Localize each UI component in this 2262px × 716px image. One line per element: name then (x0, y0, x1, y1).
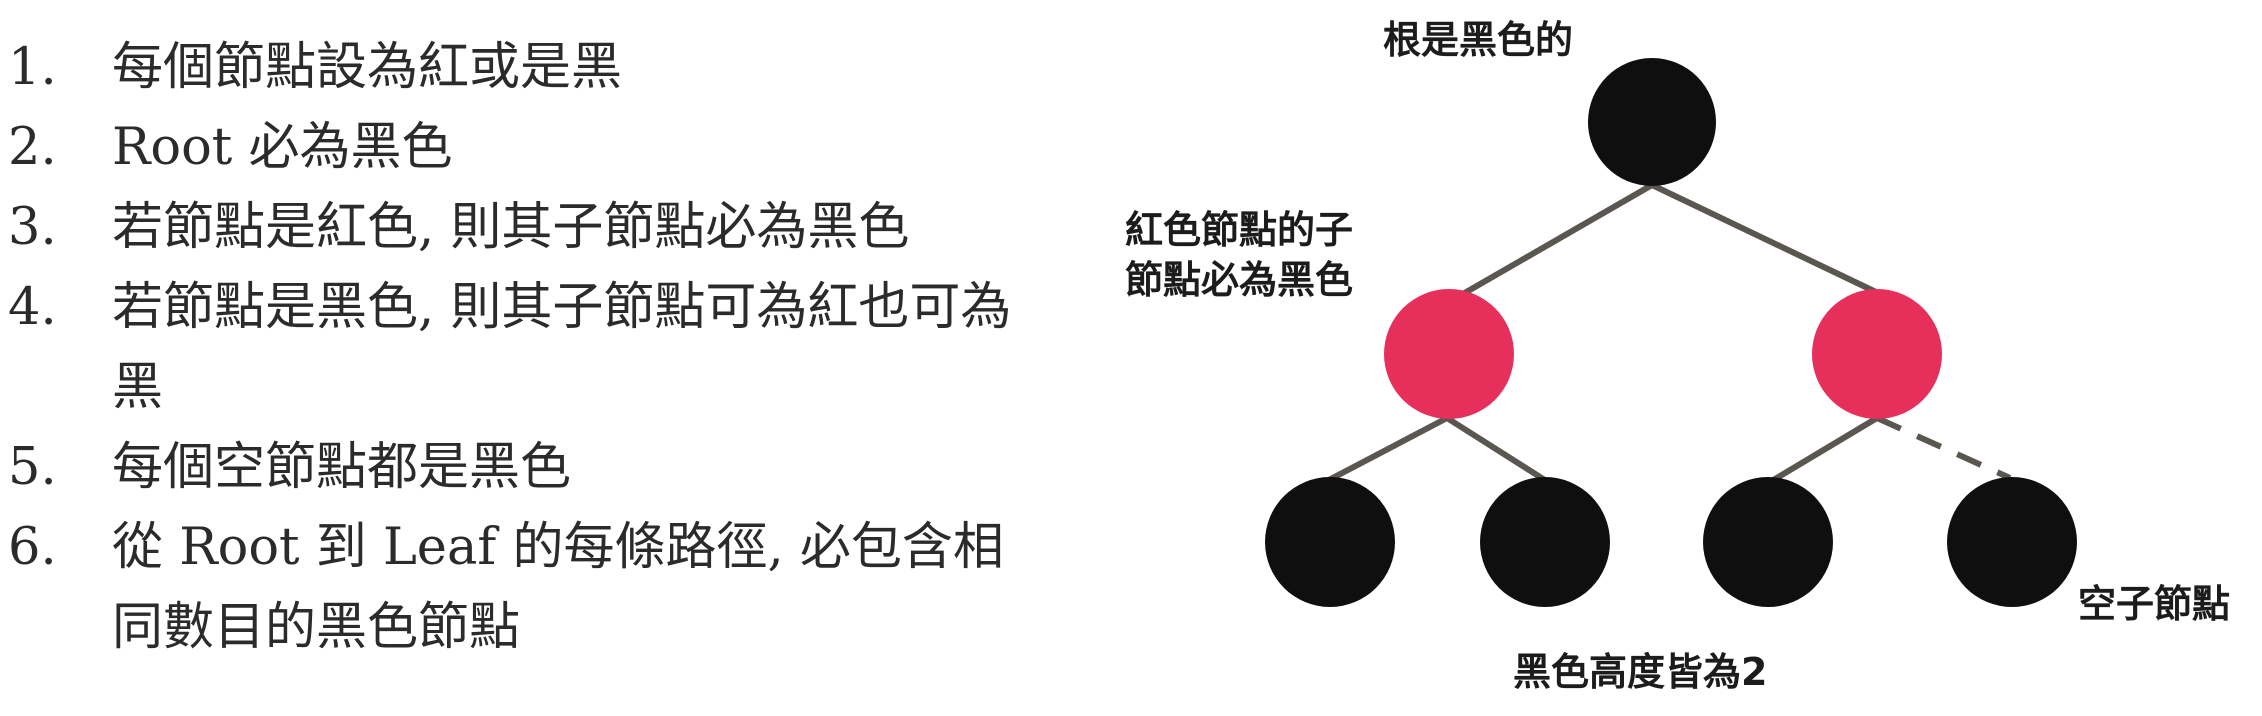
rule-number: 4. (8, 278, 57, 337)
rule-text: 若節點是紅色, 則其子節點必為黑色 (112, 198, 910, 257)
edge-root-left-red (1447, 182, 1654, 305)
red-black-tree-rules-list: 1. 每個節點設為紅或是黑 2. Root 必為黑色 3. 若節點是紅色, 則其… (0, 28, 1060, 668)
node-null-leaf (1947, 477, 2077, 607)
rule-number: 1. (8, 38, 57, 97)
rule-item: 5. 每個空節點都是黑色 (0, 428, 1060, 508)
rule-text: 每個節點設為紅或是黑 (112, 38, 623, 97)
edge-right-red-null-leaf (1875, 415, 2012, 481)
rule-item: 1. 每個節點設為紅或是黑 (0, 28, 1060, 108)
rule-text: 每個空節點都是黑色 (112, 438, 572, 497)
tree-canvas (1265, 58, 2077, 607)
rule-number: 2. (8, 118, 57, 177)
node-leaf-1 (1265, 477, 1395, 607)
rule-text: 若節點是黑色, 則其子節點可為紅也可為黑 (112, 278, 1012, 417)
rule-text: 從 Root 到 Leaf 的每條路徑, 必包含相同數目的黑色節點 (112, 518, 1004, 657)
node-leaf-2 (1480, 477, 1610, 607)
edge-root-right-red (1650, 182, 1878, 295)
red-black-tree-diagram: 根是黑色的 紅色節點的子 節點必為黑色 空子節點 黑色高度皆為2 (1100, 0, 2262, 716)
edge-right-red-leaf-3 (1768, 415, 1879, 485)
node-leaf-3 (1703, 477, 1833, 607)
rule-item: 6. 從 Root 到 Leaf 的每條路徑, 必包含相同數目的黑色節點 (0, 508, 1060, 668)
rule-number: 3. (8, 198, 57, 257)
rule-text: Root 必為黑色 (112, 118, 453, 177)
red-child-label-line-2: 節點必為黑色 (1125, 258, 1354, 302)
tree-nodes (1265, 58, 2077, 607)
rule-number: 6. (8, 518, 57, 577)
node-right-red (1812, 289, 1942, 419)
red-child-label-line-1: 紅色節點的子 (1125, 208, 1354, 252)
null-node-label: 空子節點 (2078, 582, 2231, 626)
edge-left-red-leaf-2 (1445, 415, 1550, 485)
tree-edges (1323, 182, 2012, 485)
node-left-red (1384, 289, 1514, 419)
rule-number: 5. (8, 438, 57, 497)
rule-item: 3. 若節點是紅色, 則其子節點必為黑色 (0, 188, 1060, 268)
node-root (1588, 58, 1716, 186)
rule-item: 2. Root 必為黑色 (0, 108, 1060, 188)
root-label: 根是黑色的 (1383, 18, 1574, 62)
rule-item: 4. 若節點是黑色, 則其子節點可為紅也可為黑 (0, 268, 1060, 428)
black-height-label: 黑色高度皆為2 (1513, 650, 1768, 694)
edge-left-red-leaf-1 (1323, 415, 1449, 485)
